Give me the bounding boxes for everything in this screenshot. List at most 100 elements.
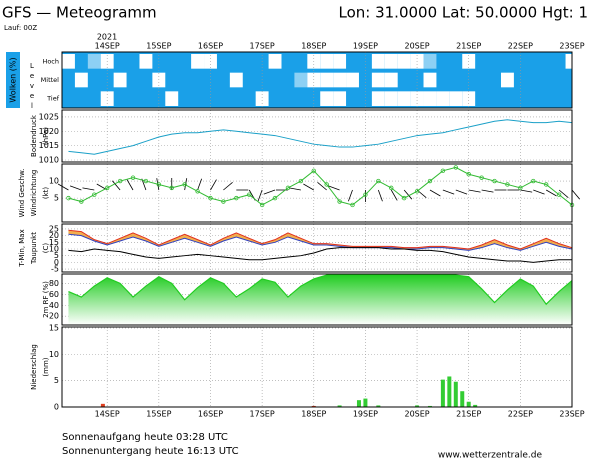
cloud-cell [346,54,359,69]
date-label-top: 14SEP [95,42,120,51]
layer-label: Hoch [42,57,59,65]
wind-marker [272,195,278,201]
wind-barb [416,189,427,199]
cloud-cell [371,91,385,106]
source: www.wetterzentrale.de [438,451,543,460]
wind-marker [556,192,562,197]
rh-area [68,275,573,325]
wind-marker [492,178,497,184]
cloud-cell [553,73,566,88]
wind-barb [533,189,545,195]
cloud-cell [268,54,282,69]
cloud-cell [178,91,191,106]
cloud-cell [436,54,449,69]
date-label-bottom: 22SEP [508,410,533,419]
cloud-cell [410,91,424,106]
cloud-cell [243,73,256,88]
cloud-cell [553,54,566,69]
cloud-cell [62,91,75,106]
y-tick-label: 40 [49,301,59,310]
date-label-top: 16SEP [198,42,223,51]
cloud-cell [501,54,514,69]
temp-line [68,233,573,251]
cloud-cell [488,54,501,69]
wind-marker [298,178,304,184]
wind-barb [184,178,188,191]
date-label-top: 17SEP [250,42,275,51]
panel-label: Bodendruck [30,114,38,157]
cloud-cell [281,54,294,69]
precip-bar [356,400,361,407]
cloud-cell [88,73,101,88]
wind-barb [197,178,203,191]
cloud-cell [269,91,282,106]
wind-marker [117,178,123,184]
y-tick-label: 15 [49,324,59,333]
cloud-cell [320,54,334,69]
precip-bar [453,381,458,407]
cloud-cell [346,91,359,106]
panel-frame [61,273,573,326]
wind-barb [348,189,353,202]
date-label-bottom: 23SEP [559,410,584,419]
panel-label: Taupunkt [30,232,38,265]
sunrise: Sonnenaufgang heute 03:28 UTC [62,432,228,443]
cloud-cell [100,91,114,106]
date-label-bottom: 15SEP [146,410,171,419]
wind-marker [79,199,84,204]
wind-barb [442,189,455,195]
location: Lon: 31.0000 Lat: 50.0000 Hgt: 1 [339,4,589,22]
cloud-cell [62,54,75,69]
date-label-top: 15SEP [146,42,171,51]
wind-barb [468,189,481,193]
cloud-cell [178,73,191,88]
wind-marker [169,185,174,191]
wind-marker [234,195,239,201]
cloud-cell [191,91,204,106]
wind-barb [558,189,569,199]
cloud-cell [527,54,540,69]
cloud-cell [333,54,347,69]
cloud-cell [540,54,553,69]
panel-frame [61,51,573,109]
cloud-cell [165,91,179,106]
cloud-cell [139,91,152,106]
wind-barb [571,189,581,200]
cloud-cell [191,54,205,69]
wind-barb [403,189,413,200]
wind-marker [427,178,433,184]
cloud-cell [488,73,501,88]
wind-marker [531,178,536,184]
cloud-cell [217,54,230,69]
label-box [6,52,20,108]
precip-bar [427,405,432,407]
year: 2021 [97,33,117,42]
cloud-cell [346,72,359,88]
wind-marker [156,182,162,187]
cloud-cell [165,54,178,69]
wind-line [68,166,573,206]
cloud-cell [397,91,411,106]
cloud-cell [294,72,308,88]
cloud-cell [255,91,269,106]
cloud-cell [501,91,514,106]
title: GFS — Meteogramm [2,4,157,22]
wind-barb [303,183,314,191]
cloud-cell [540,73,553,88]
y-tick-label: 5 [54,376,59,385]
wind-barb [520,189,533,193]
cloud-cell [74,72,88,88]
panel-label: T-Min, Max [18,229,26,268]
rh-line [68,274,573,306]
wind-barb [112,180,121,191]
y-tick-label: 60 [49,290,59,299]
wind-marker [66,195,71,201]
cloud-cell [423,54,437,69]
panel-label: Windrichtung [30,170,38,217]
wind-barb [57,183,69,191]
wind-marker [453,165,458,170]
panel-frame [61,109,573,163]
cloud-cell [230,54,243,69]
pressure-line [68,119,573,155]
